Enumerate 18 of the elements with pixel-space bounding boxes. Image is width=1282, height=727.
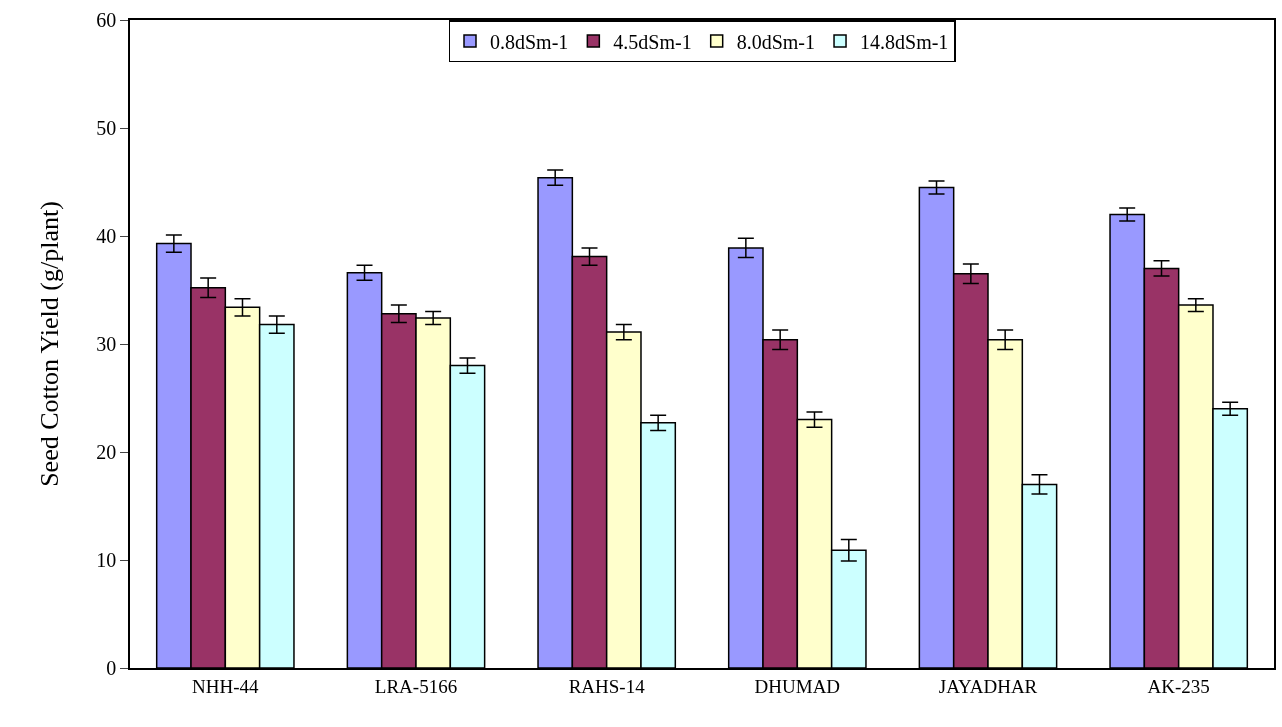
x-tick-label: DHUMAD (754, 675, 841, 697)
legend-label: 4.5dSm-1 (613, 30, 692, 53)
y-tick-label: 20 (96, 441, 117, 463)
x-tick-label: JAYADHAR (938, 675, 1038, 697)
x-tick-label: AK-235 (1147, 675, 1210, 697)
x-tick-label: LRA-5166 (374, 675, 458, 697)
y-tick-label: 0 (106, 657, 117, 679)
legend-label: 8.0dSm-1 (736, 30, 816, 53)
x-tick-label: NHH-44 (192, 675, 260, 697)
y-tick-label: 40 (96, 225, 117, 247)
y-axis-title: Seed Cotton Yield (g/plant) (35, 201, 65, 487)
y-tick-label: 50 (96, 117, 117, 139)
legend-label: 14.8dSm-1 (860, 30, 949, 53)
y-tick-label: 60 (96, 9, 117, 31)
legend-label: 0.8dSm-1 (490, 30, 569, 53)
x-tick-label: RAHS-14 (568, 675, 646, 697)
y-tick-label: 30 (96, 333, 117, 355)
y-tick-label: 10 (96, 549, 117, 571)
